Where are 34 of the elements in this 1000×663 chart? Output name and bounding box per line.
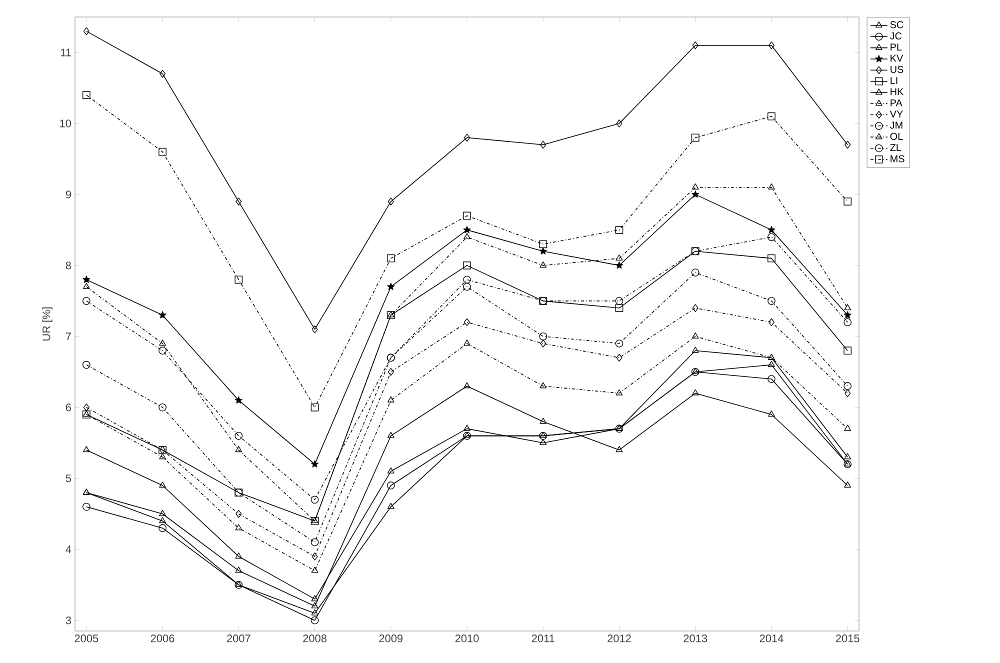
x-tick-label: 2005: [74, 634, 98, 642]
legend-label: PL: [890, 44, 902, 51]
y-tick-label: 3: [66, 616, 71, 624]
y-tick-label: 7: [66, 332, 71, 340]
y-tick-label: 9: [66, 190, 71, 198]
legend-label: MS: [890, 155, 904, 162]
y-tick-label: 4: [66, 546, 72, 554]
legend-label: US: [890, 66, 904, 73]
legend-label: VY: [890, 110, 903, 118]
x-tick-label: 2010: [455, 634, 479, 642]
legend-label: JM: [890, 122, 902, 129]
x-tick-label: 2008: [303, 634, 326, 642]
y-axis-title: UR [%]: [42, 307, 52, 341]
y-tick-label: 8: [66, 262, 71, 270]
y-tick-label: 6: [66, 404, 71, 412]
legend-label: JC: [890, 32, 902, 40]
x-tick-label: 2011: [532, 634, 554, 642]
x-tick-label: 2009: [379, 634, 403, 642]
y-tick-label: 10: [60, 120, 72, 128]
legend-label: LI: [890, 77, 898, 84]
legend-label: PA: [890, 99, 902, 106]
x-tick-label: 2012: [608, 634, 631, 642]
y-tick-label: 5: [66, 474, 72, 482]
x-tick-label: 2014: [760, 634, 784, 642]
legend-label: ZL: [890, 144, 902, 151]
legend-label: HK: [890, 88, 904, 96]
y-tick-label: 11: [60, 48, 71, 56]
x-tick-label: 2015: [836, 634, 860, 642]
x-tick-label: 2006: [150, 634, 174, 642]
legend-label: KV: [890, 54, 904, 62]
x-tick-label: 2013: [684, 634, 708, 642]
legend-label: SC: [890, 21, 904, 28]
x-tick-label: 2007: [227, 634, 250, 642]
legend-label: OL: [890, 132, 903, 140]
